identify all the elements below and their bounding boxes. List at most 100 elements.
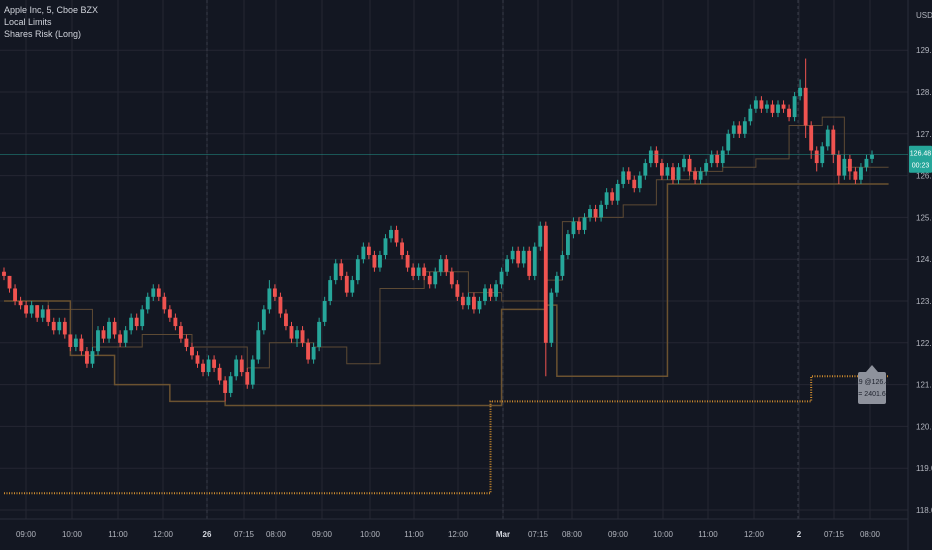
candle-body[interactable] [610,192,615,201]
candle-body[interactable] [532,246,537,276]
candle-body[interactable] [803,87,808,126]
candle-body[interactable] [521,250,526,264]
legend-indicator-shares-risk[interactable]: Shares Risk (Long) [4,29,82,39]
candle-body[interactable] [145,296,150,310]
candle-body[interactable] [84,351,89,364]
candle-body[interactable] [516,250,521,264]
candle-body[interactable] [234,359,239,377]
candle-body[interactable] [405,255,410,268]
candle-body[interactable] [742,121,747,134]
candle-body[interactable] [306,342,311,360]
candle-body[interactable] [311,346,316,360]
candle-body[interactable] [466,296,471,306]
candle-body[interactable] [787,108,792,118]
candle-body[interactable] [499,271,504,285]
candle-body[interactable] [472,296,476,310]
candle-body[interactable] [853,171,858,180]
candle-body[interactable] [372,255,377,268]
candle-body[interactable] [40,309,45,318]
candle-body[interactable] [798,87,803,97]
candle-body[interactable] [455,284,460,297]
candle-body[interactable] [333,263,338,281]
candle-body[interactable] [57,321,62,331]
candle-body[interactable] [195,355,200,364]
candle-body[interactable] [190,346,194,356]
candle-body[interactable] [693,171,698,180]
candle-body[interactable] [101,330,106,339]
candle-body[interactable] [748,108,753,122]
candle-body[interactable] [814,150,819,164]
candle-body[interactable] [355,259,360,281]
candle-body[interactable] [68,334,73,347]
candle-body[interactable] [770,104,775,113]
candle-body[interactable] [438,259,443,272]
candle-body[interactable] [527,250,532,276]
candle-body[interactable] [317,321,322,347]
candle-body[interactable] [416,267,421,276]
candle-body[interactable] [107,321,111,339]
candle-body[interactable] [864,158,869,168]
candle-body[interactable] [239,359,244,373]
candle-body[interactable] [825,129,830,147]
candle-body[interactable] [62,321,67,335]
candle-body[interactable] [245,372,250,385]
candle-body[interactable] [560,255,565,276]
candle-body[interactable] [577,221,581,230]
candle-body[interactable] [46,309,51,322]
candle-body[interactable] [726,133,731,151]
candle-body[interactable] [96,330,100,352]
candle-body[interactable] [698,171,703,180]
candle-body[interactable] [339,263,344,276]
candle-body[interactable] [178,326,183,339]
candle-body[interactable] [460,296,465,306]
candle-body[interactable] [322,301,327,322]
candle-body[interactable] [134,317,139,327]
candle-body[interactable] [167,309,172,318]
candle-body[interactable] [847,158,852,172]
candle-body[interactable] [554,275,559,293]
candle-body[interactable] [383,238,388,256]
candle-body[interactable] [256,330,261,360]
candle-body[interactable] [7,275,12,289]
candle-body[interactable] [593,209,598,218]
candle-body[interactable] [753,100,758,109]
candle-body[interactable] [13,288,17,301]
candle-body[interactable] [129,317,134,331]
candle-body[interactable] [781,104,786,109]
candle-body[interactable] [549,292,554,343]
candle-body[interactable] [870,154,874,159]
candle-body[interactable] [201,363,205,373]
candle-body[interactable] [543,225,548,343]
candle-body[interactable] [737,125,742,134]
candle-body[interactable] [676,167,681,180]
candle-body[interactable] [488,288,493,297]
candle-body[interactable] [228,376,233,393]
candle-body[interactable] [35,305,40,318]
candle-body[interactable] [123,330,128,343]
candle-body[interactable] [626,171,631,180]
candle-body[interactable] [261,309,266,331]
candle-body[interactable] [79,338,84,352]
candle-body[interactable] [162,296,167,310]
candle-body[interactable] [776,104,780,113]
candle-body[interactable] [765,104,769,109]
candle-body[interactable] [400,242,404,256]
candle-body[interactable] [272,288,277,297]
candle-body[interactable] [836,154,841,176]
candle-body[interactable] [29,305,34,314]
candle-body[interactable] [643,163,648,176]
candle-body[interactable] [378,255,382,268]
candle-body[interactable] [212,359,217,368]
candle-body[interactable] [289,326,294,339]
candle-body[interactable] [361,246,366,260]
candle-body[interactable] [505,259,510,272]
candle-body[interactable] [223,380,228,393]
candle-body[interactable] [394,229,399,243]
legend-indicator-local-limits[interactable]: Local Limits [4,17,52,27]
candle-body[interactable] [2,271,6,276]
candle-body[interactable] [90,351,95,364]
candle-body[interactable] [427,275,432,285]
candle-body[interactable] [588,209,592,218]
candle-body[interactable] [184,338,189,347]
candle-body[interactable] [73,338,78,347]
